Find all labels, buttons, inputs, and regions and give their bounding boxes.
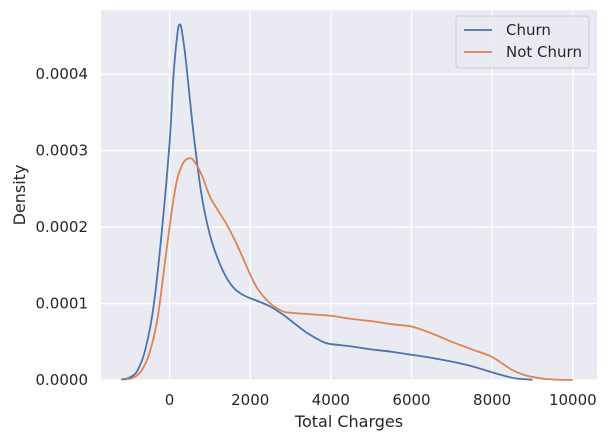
y-tick-label: 0.0003 xyxy=(36,142,89,160)
series-layer xyxy=(120,23,573,381)
x-axis-ticks: 0 2000 4000 6000 8000 10000 xyxy=(165,391,597,409)
series-line-not-churn xyxy=(124,157,573,381)
y-tick-label: 0.0002 xyxy=(36,218,89,236)
series-line-churn xyxy=(120,23,533,381)
legend-label-not-churn: Not Churn xyxy=(506,43,582,61)
legend-box xyxy=(455,15,590,69)
legend: Churn Not Churn xyxy=(455,15,590,69)
y-axis-label: Density xyxy=(10,165,29,226)
x-tick-label: 4000 xyxy=(312,391,350,409)
x-tick-label: 8000 xyxy=(473,391,511,409)
x-axis-label: Total Charges xyxy=(294,412,403,431)
y-tick-label: 0.0004 xyxy=(36,65,89,83)
x-tick-label: 0 xyxy=(165,391,175,409)
y-tick-label: 0.0000 xyxy=(36,371,89,389)
y-tick-label: 0.0001 xyxy=(36,295,89,313)
y-axis-ticks: 0.0000 0.0001 0.0002 0.0003 0.0004 xyxy=(36,65,89,389)
x-tick-label: 10000 xyxy=(549,391,597,409)
x-tick-label: 2000 xyxy=(231,391,269,409)
legend-label-churn: Churn xyxy=(506,21,551,39)
grid-lines xyxy=(101,10,597,381)
x-tick-label: 6000 xyxy=(392,391,430,409)
